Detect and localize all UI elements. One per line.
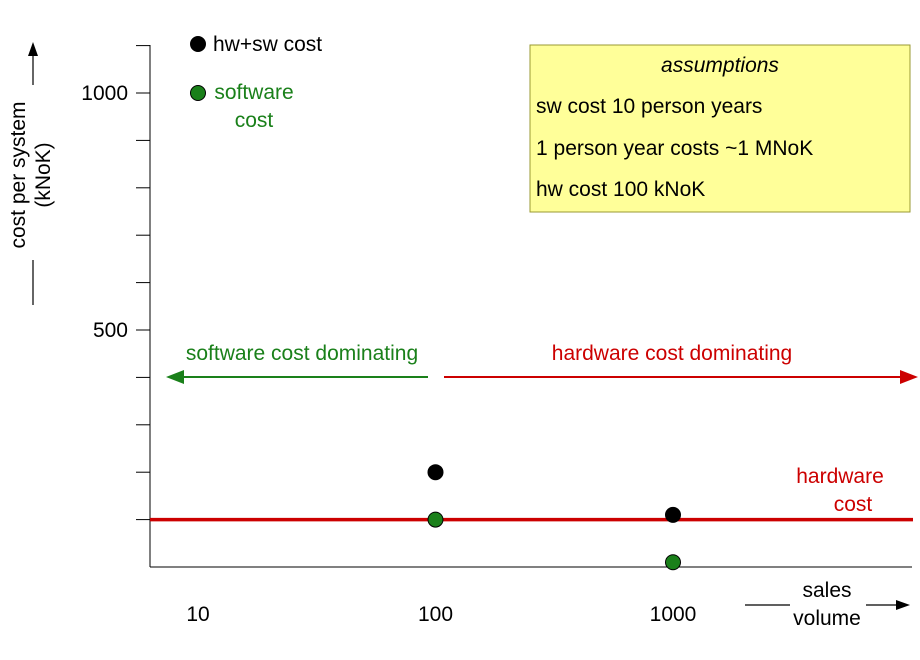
x-axis-arrow-head xyxy=(896,600,910,610)
hw-sw-cost-label: hw+sw cost xyxy=(213,33,322,56)
data-point xyxy=(665,554,681,571)
x-tick-label: 1000 xyxy=(650,603,697,626)
data-point xyxy=(427,464,444,481)
assumption-line: 1 person year costs ~1 MNoK xyxy=(536,137,813,160)
x-tick-label: 100 xyxy=(418,603,453,626)
legend-marker-hw-sw xyxy=(190,36,206,52)
data-points xyxy=(190,36,681,571)
software-dominating-label: software cost dominating xyxy=(186,342,418,365)
y-axis-arrow-head xyxy=(28,42,38,56)
assumption-line: sw cost 10 person years xyxy=(536,95,762,118)
assumption-line: hw cost 100 kNoK xyxy=(536,178,705,201)
y-ticks: 500 1000 xyxy=(81,45,150,521)
x-ticks: 10 100 1000 xyxy=(186,603,696,626)
data-point xyxy=(190,85,206,101)
software-cost-label-line-2: cost xyxy=(235,109,274,132)
software-cost-label-line-1: software xyxy=(214,81,293,104)
hardware-dominating-label: hardware cost dominating xyxy=(552,342,792,365)
assumptions-title: assumptions xyxy=(661,54,779,77)
y-tick-label: 1000 xyxy=(81,82,128,105)
x-axis-label-line-1: sales xyxy=(802,579,851,602)
y-tick-label: 500 xyxy=(93,319,128,342)
data-point xyxy=(427,511,444,528)
x-tick-label: 10 xyxy=(186,603,209,626)
data-point xyxy=(665,506,681,523)
y-axis-label-line-1: cost per system xyxy=(7,101,30,248)
y-axis-label-line-2: (kNoK) xyxy=(32,142,55,207)
software-dominating-arrow-head xyxy=(166,370,184,384)
hardware-dominating-arrow-head xyxy=(900,370,918,384)
x-axis-label-line-2: volume xyxy=(793,607,861,630)
hardware-cost-label-line-2: cost xyxy=(834,493,873,516)
assumptions-box xyxy=(529,44,911,213)
hardware-cost-label-line-1: hardware xyxy=(796,465,884,488)
